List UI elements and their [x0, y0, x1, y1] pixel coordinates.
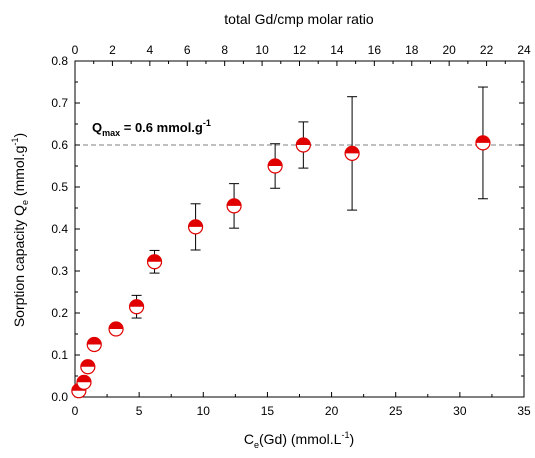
top-x-tick-label: 8 — [221, 43, 228, 57]
top-x-tick-label: 6 — [184, 43, 191, 57]
top-x-tick-label: 10 — [255, 43, 269, 57]
data-point — [80, 359, 96, 375]
marker-outline — [187, 219, 204, 235]
data-point — [295, 121, 311, 169]
marker-outline — [226, 198, 242, 214]
x-tick-label: 25 — [389, 404, 403, 418]
x-tick-label: 0 — [72, 404, 79, 418]
marker-outline — [86, 336, 102, 353]
plot-layer: 0 5 10 15 20 25 30 350 2 4 6 8 10 12 14 16 18 20 22 240.00.… — [51, 43, 531, 418]
marker-top-half — [129, 299, 144, 307]
marker-top-half — [268, 159, 283, 166]
y-tick-label: 0.4 — [51, 222, 68, 236]
x-tick-label: 30 — [453, 404, 467, 418]
data-point — [226, 183, 242, 229]
y-tick-label: 0.1 — [51, 348, 68, 362]
x-tick-label: 10 — [197, 404, 211, 418]
x-axis-title: Ce(Gd) (mmol.L-1) — [244, 430, 354, 450]
top-x-tick-label: 12 — [293, 43, 307, 57]
top-x-tick-label: 0 — [72, 43, 79, 57]
data-point — [146, 249, 163, 274]
marker-top-half — [188, 219, 203, 227]
marker-outline — [295, 137, 311, 153]
marker-top-half — [109, 321, 124, 329]
top-x-tick-label: 4 — [146, 43, 153, 57]
marker-outline — [267, 158, 283, 174]
data-point — [108, 321, 124, 337]
x-tick-label: 35 — [517, 404, 531, 418]
top-axis-title: total Gd/cmp molar ratio — [224, 11, 374, 27]
x-tick-label: 20 — [325, 404, 339, 418]
data-point — [344, 96, 360, 211]
top-x-tick-label: 2 — [109, 43, 116, 57]
y-axis-title: Sorption capacity Qe (mmol.g-1) — [10, 133, 30, 327]
top-x-tick-label: 16 — [368, 43, 382, 57]
top-x-tick-label: 24 — [517, 43, 531, 57]
y-tick-label: 0.6 — [51, 138, 68, 152]
top-x-tick-label: 22 — [480, 43, 494, 57]
marker-outline — [344, 145, 360, 161]
marker-top-half — [345, 146, 360, 154]
y-tick-label: 0.3 — [51, 264, 68, 278]
top-x-tick-label: 20 — [442, 43, 456, 57]
data-point — [475, 86, 491, 200]
marker-top-half — [80, 359, 95, 367]
y-tick-label: 0.5 — [51, 180, 68, 194]
y-tick-label: 0.8 — [51, 54, 68, 68]
marker-outline — [128, 299, 145, 315]
qmax-annotation: Qmax = 0.6 mmol.g-1 — [92, 118, 211, 138]
marker-outline — [80, 359, 96, 375]
y-tick-label: 0.0 — [51, 390, 68, 404]
data-point — [267, 143, 283, 189]
top-x-tick-label: 14 — [330, 43, 344, 57]
y-tick-label: 0.2 — [51, 306, 68, 320]
marker-top-half — [227, 198, 242, 206]
marker-top-half — [147, 254, 162, 262]
marker-outline — [475, 135, 491, 151]
y-tick-label: 0.7 — [51, 96, 68, 110]
marker-top-half — [76, 375, 91, 383]
data-point — [128, 294, 145, 319]
marker-outline — [76, 374, 92, 390]
x-tick-label: 5 — [136, 404, 143, 418]
data-point — [187, 203, 204, 251]
marker-top-half — [87, 337, 102, 345]
marker-top-half — [475, 135, 490, 143]
x-tick-label: 15 — [261, 404, 275, 418]
marker-outline — [146, 254, 163, 270]
marker-outline — [108, 321, 124, 337]
data-point — [86, 336, 102, 353]
data-point — [76, 374, 92, 390]
plot-frame — [74, 60, 525, 398]
top-x-tick-label: 18 — [405, 43, 419, 57]
marker-top-half — [296, 138, 311, 145]
